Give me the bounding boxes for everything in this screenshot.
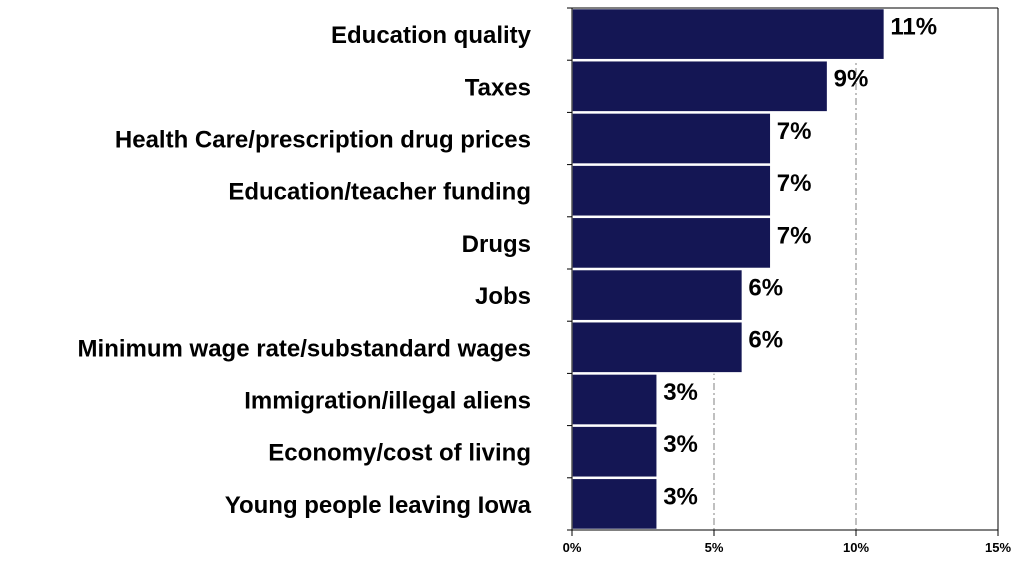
x-tick-label-5: 5% — [705, 540, 724, 555]
category-label-8: Immigration/illegal aliens — [244, 388, 531, 415]
bar-5 — [571, 216, 772, 270]
bar-8 — [571, 373, 658, 426]
category-label-5: Drugs — [462, 231, 531, 258]
value-label-5: 7% — [777, 222, 812, 249]
value-label-3: 7% — [777, 118, 812, 145]
bar-4 — [571, 164, 772, 218]
category-label-1: Education quality — [331, 22, 532, 49]
category-label-10: Young people leaving Iowa — [225, 492, 532, 519]
bar-6 — [571, 268, 744, 322]
bar-3 — [571, 112, 772, 165]
value-label-10: 3% — [663, 483, 698, 510]
bar-7 — [571, 320, 744, 374]
category-label-6: Jobs — [475, 283, 531, 310]
bars — [571, 7, 886, 531]
value-label-8: 3% — [663, 379, 698, 406]
x-tick-label-0: 0% — [563, 540, 582, 555]
category-label-4: Education/teacher funding — [228, 179, 531, 206]
value-label-9: 3% — [663, 431, 698, 458]
category-label-7: Minimum wage rate/substandard wages — [78, 335, 531, 362]
category-label-2: Taxes — [465, 74, 531, 101]
bar-1 — [571, 7, 886, 61]
axes — [567, 7, 999, 536]
value-label-7: 6% — [748, 327, 783, 354]
value-label-1: 11% — [890, 14, 937, 41]
value-label-4: 7% — [777, 170, 812, 197]
x-tick-label-10: 10% — [843, 540, 869, 555]
value-label-2: 9% — [834, 66, 869, 93]
category-label-9: Economy/cost of living — [268, 440, 531, 467]
category-label-3: Health Care/prescription drug prices — [115, 127, 531, 154]
bar-10 — [571, 477, 658, 531]
bar-9 — [571, 425, 658, 479]
bar-2 — [571, 59, 829, 113]
x-tick-label-15: 15% — [985, 540, 1011, 555]
value-label-6: 6% — [748, 275, 783, 302]
labels: Education quality 11% Taxes 9% Health Care/p… — [78, 14, 1012, 555]
